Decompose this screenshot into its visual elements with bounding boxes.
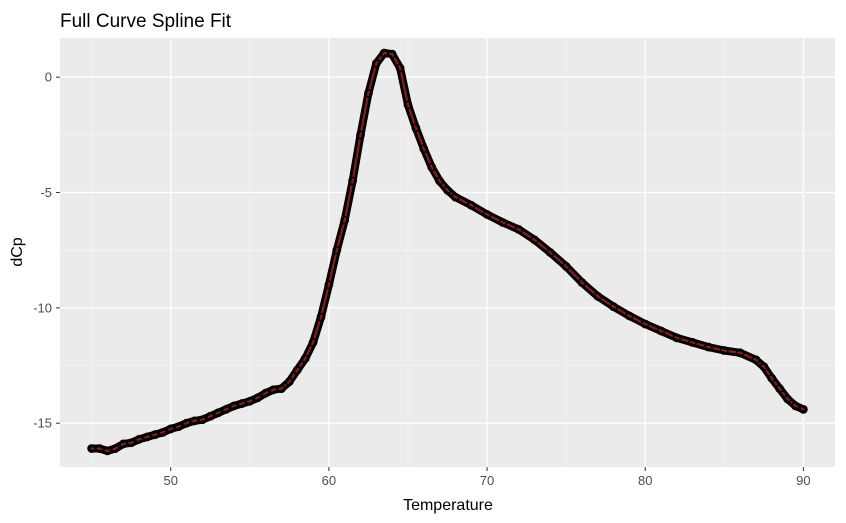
data-point bbox=[451, 192, 460, 202]
data-point bbox=[371, 58, 381, 68]
y-tick-label: -5 bbox=[40, 185, 52, 200]
data-point bbox=[719, 346, 729, 355]
data-point bbox=[704, 342, 713, 352]
data-point bbox=[783, 394, 792, 404]
chart-title: Full Curve Spline Fit bbox=[60, 11, 232, 32]
plot-panel bbox=[60, 38, 835, 467]
data-point bbox=[134, 434, 144, 444]
y-axis-title: dCp bbox=[9, 237, 26, 266]
data-point bbox=[427, 162, 437, 172]
series-layer bbox=[87, 48, 808, 456]
x-tick-label: 70 bbox=[480, 473, 494, 488]
data-point bbox=[656, 326, 666, 336]
data-point bbox=[466, 200, 476, 210]
y-axis: 0 -5 -10 -15 bbox=[33, 70, 60, 431]
data-point bbox=[150, 430, 160, 440]
data-point bbox=[403, 100, 413, 110]
data-point bbox=[166, 424, 176, 434]
data-point bbox=[348, 176, 358, 186]
spline-fit-line bbox=[90, 51, 805, 452]
data-point bbox=[798, 404, 808, 414]
data-point bbox=[95, 444, 104, 453]
x-tick-label: 90 bbox=[796, 473, 810, 488]
data-point bbox=[182, 418, 191, 428]
data-point bbox=[775, 384, 785, 393]
data-point bbox=[759, 362, 769, 372]
y-tick-label: -15 bbox=[33, 416, 52, 431]
data-point bbox=[791, 401, 800, 411]
data-point bbox=[308, 338, 318, 347]
data-point bbox=[142, 432, 152, 442]
data-point bbox=[261, 388, 271, 398]
data-point bbox=[688, 338, 698, 347]
data-point bbox=[324, 280, 334, 290]
y-tick-label: 0 bbox=[45, 70, 52, 85]
data-point bbox=[190, 416, 199, 426]
data-point bbox=[435, 176, 444, 186]
data-point bbox=[197, 415, 207, 425]
data-point bbox=[498, 218, 508, 227]
data-point bbox=[284, 377, 294, 387]
data-point bbox=[356, 130, 365, 140]
data-point bbox=[624, 311, 634, 321]
x-tick-label: 50 bbox=[163, 473, 177, 488]
data-point bbox=[158, 428, 168, 437]
data-point bbox=[379, 48, 389, 58]
data-point bbox=[767, 373, 777, 383]
data-point bbox=[245, 396, 255, 406]
data-point bbox=[411, 123, 421, 133]
data-point bbox=[277, 384, 286, 393]
data-point bbox=[395, 63, 405, 73]
data-point bbox=[419, 144, 429, 154]
data-point bbox=[387, 49, 397, 59]
data-point bbox=[735, 348, 745, 358]
data-point bbox=[530, 235, 539, 245]
data-point bbox=[332, 245, 342, 255]
data-point bbox=[205, 411, 215, 421]
data-point bbox=[237, 399, 247, 408]
major-gridlines bbox=[60, 38, 835, 467]
x-axis: 50 60 70 80 90 bbox=[163, 467, 811, 488]
data-point bbox=[110, 444, 120, 453]
x-tick-label: 60 bbox=[322, 473, 336, 488]
data-point bbox=[751, 355, 761, 365]
data-point bbox=[545, 248, 555, 257]
data-point bbox=[213, 408, 223, 418]
data-point bbox=[577, 278, 587, 287]
data-point bbox=[126, 438, 136, 448]
data-point bbox=[443, 185, 452, 195]
data-point bbox=[316, 312, 326, 322]
data-point bbox=[229, 401, 239, 411]
data-point bbox=[672, 333, 682, 343]
data-point bbox=[364, 88, 373, 98]
data-point bbox=[221, 404, 231, 414]
data-point bbox=[514, 225, 524, 234]
data-point bbox=[300, 354, 310, 363]
data-point bbox=[340, 215, 350, 225]
data-point bbox=[253, 393, 263, 403]
data-point bbox=[269, 385, 278, 395]
x-axis-title: Temperature bbox=[403, 497, 493, 514]
data-point bbox=[609, 302, 618, 312]
data-point bbox=[103, 446, 112, 456]
data-point bbox=[561, 261, 571, 271]
data-point bbox=[174, 422, 184, 432]
y-tick-label: -10 bbox=[33, 300, 52, 315]
data-point bbox=[292, 365, 302, 375]
data-point bbox=[640, 319, 650, 329]
data-point bbox=[593, 291, 603, 301]
x-tick-label: 80 bbox=[638, 473, 652, 488]
data-point bbox=[118, 439, 128, 449]
data-point bbox=[482, 210, 492, 219]
